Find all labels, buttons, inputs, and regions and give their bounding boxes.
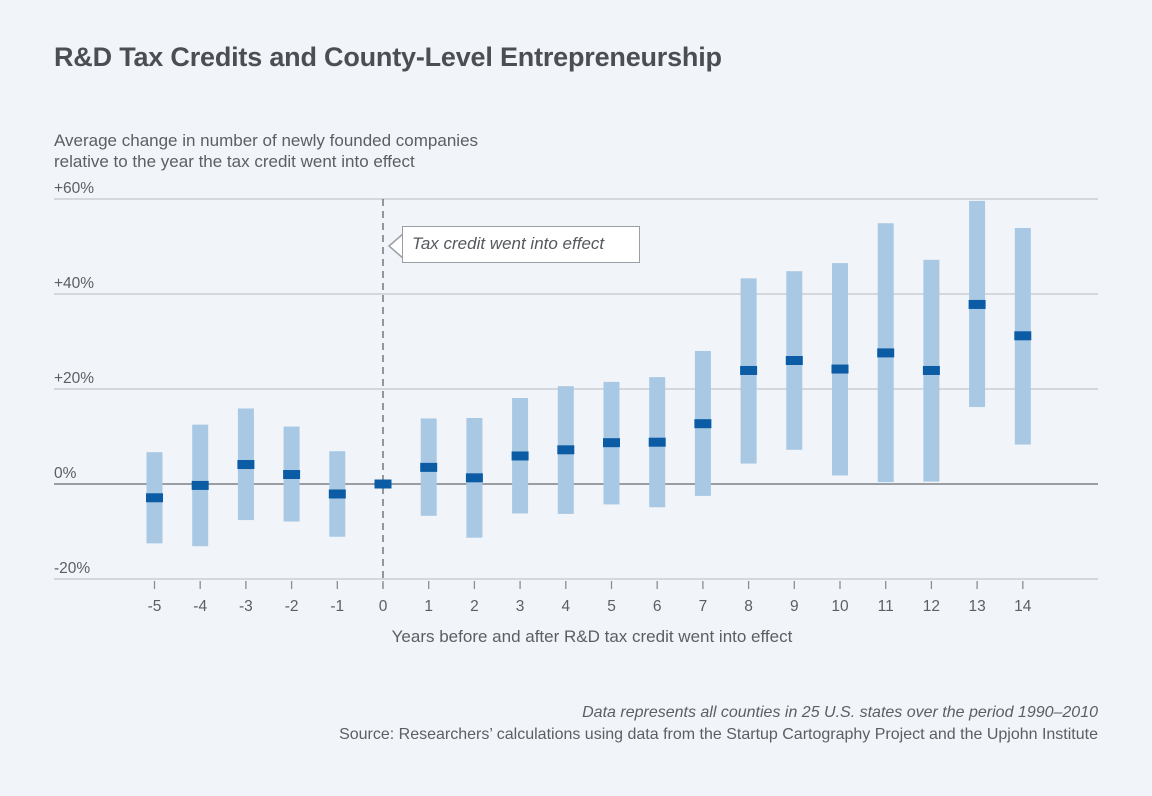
x-tick-label: 5 <box>607 598 616 615</box>
x-tick-label: -2 <box>285 598 299 615</box>
point-estimate-marker <box>740 365 758 375</box>
annotation-callout: Tax credit went into effect <box>402 226 640 263</box>
x-tick-label: 8 <box>744 598 753 615</box>
y-axis-title-line-2: relative to the year the tax credit went… <box>54 152 415 171</box>
y-tick-label: +60% <box>54 180 94 197</box>
x-tick-label: 12 <box>923 598 940 615</box>
point-estimate-marker <box>420 462 438 472</box>
data-note: Data represents all counties in 25 U.S. … <box>582 704 1098 721</box>
point-estimate-marker <box>603 438 620 448</box>
point-estimate-marker <box>1014 331 1032 341</box>
point-estimate-marker <box>968 299 986 309</box>
x-tick-label: -3 <box>239 598 253 615</box>
point-estimate-marker <box>237 460 255 470</box>
confidence-intervals <box>146 200 1031 547</box>
x-tick-label: 0 <box>379 598 388 615</box>
point-estimate-marker <box>374 479 392 489</box>
point-estimate-marker <box>191 480 209 490</box>
x-tick-label: -1 <box>330 598 344 615</box>
x-tick-label: 14 <box>1014 598 1032 615</box>
chart-title: R&D Tax Credits and County-Level Entrepr… <box>54 42 722 72</box>
x-tick-label: 6 <box>653 598 662 615</box>
point-estimate-marker <box>785 356 803 365</box>
point-estimate-marker <box>328 489 346 499</box>
point-estimate-marker <box>511 451 529 461</box>
y-tick-label: +20% <box>54 370 94 387</box>
point-estimate-marker <box>694 419 712 429</box>
x-tick-labels: -5 -4 -3 -2 -1 0 1 2 3 4 5 6 7 8 9 10 11 12 13 14 <box>148 598 1032 615</box>
x-ticks <box>153 581 1024 589</box>
y-tick-label: 0% <box>54 465 77 482</box>
y-tick-label: +40% <box>54 275 94 292</box>
point-estimate-marker <box>648 437 666 447</box>
point-estimate-marker <box>465 473 483 483</box>
x-tick-label: 2 <box>470 598 479 615</box>
x-tick-label: -4 <box>193 598 207 615</box>
y-axis-title-line-1: Average change in number of newly founde… <box>54 131 479 150</box>
x-tick-label: 9 <box>790 598 799 615</box>
y-axis-title: Average change in number of newly founde… <box>54 130 478 172</box>
point-estimates <box>146 299 1032 503</box>
x-tick-label: 3 <box>516 598 525 615</box>
x-tick-label: 11 <box>878 598 894 615</box>
point-estimate-marker <box>283 470 301 479</box>
x-tick-label: 7 <box>699 598 708 615</box>
x-axis-title: Years before and after R&D tax credit we… <box>391 627 793 646</box>
y-tick-label: -20% <box>54 560 90 577</box>
point-estimate-marker <box>557 445 575 455</box>
x-tick-label: 10 <box>831 598 849 615</box>
point-estimate-marker <box>146 493 163 503</box>
x-tick-label: 1 <box>424 598 433 615</box>
x-tick-label: 13 <box>968 598 985 615</box>
point-estimate-marker <box>831 364 849 374</box>
point-estimate-marker <box>922 365 940 375</box>
y-tick-labels: -20% 0% +20% +40% +60% <box>54 180 94 577</box>
x-tick-label: 4 <box>561 598 570 615</box>
x-tick-label: -5 <box>148 598 162 615</box>
source-note: Source: Researchers’ calculations using … <box>339 726 1098 743</box>
point-estimate-marker <box>877 348 895 358</box>
